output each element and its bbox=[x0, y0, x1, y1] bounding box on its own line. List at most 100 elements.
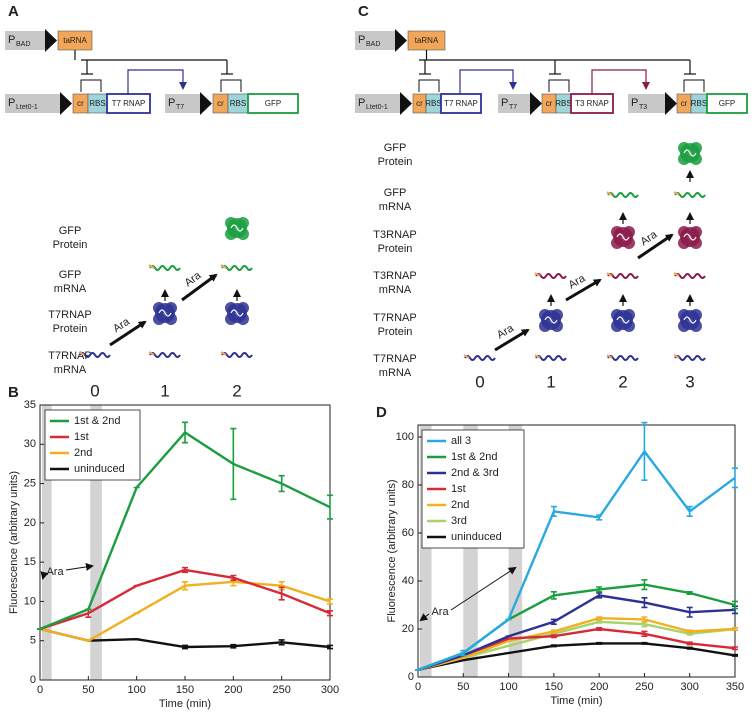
error-bar bbox=[460, 649, 467, 657]
protein-fold bbox=[683, 233, 697, 241]
promoter-box bbox=[5, 94, 60, 113]
row-label: T3RNAP bbox=[373, 270, 416, 282]
y-axis-label: Fluorescence (arbitrary units) bbox=[386, 479, 398, 622]
annotation-arrow bbox=[40, 571, 49, 580]
row-label: T7RNAP bbox=[373, 353, 416, 365]
mrna-icon bbox=[464, 355, 496, 361]
operator-bracket bbox=[220, 79, 242, 92]
operator-bracket bbox=[683, 79, 705, 92]
promoter-box bbox=[165, 94, 200, 113]
error-bar bbox=[732, 600, 738, 610]
error-bar bbox=[550, 505, 557, 517]
mrna-tag bbox=[673, 191, 680, 196]
protein-lobe bbox=[225, 228, 237, 240]
stage-number: 3 bbox=[685, 372, 694, 391]
y-tick-label: 35 bbox=[24, 399, 36, 411]
promoter-subscript: Ltet0-1 bbox=[366, 104, 388, 111]
mrna-icon bbox=[607, 273, 639, 279]
error-bar bbox=[641, 630, 648, 637]
mrna-icon bbox=[79, 352, 111, 358]
activation-arrow bbox=[127, 69, 187, 94]
row-label: Protein bbox=[378, 243, 413, 255]
panel-letter: A bbox=[8, 3, 19, 20]
gene-box bbox=[440, 93, 482, 114]
promoter-arrow bbox=[45, 29, 57, 52]
y-tick-label: 20 bbox=[402, 623, 414, 635]
x-tick-label: 150 bbox=[176, 684, 194, 696]
row-label: T7RNAP bbox=[48, 309, 91, 321]
promoter-box bbox=[355, 31, 395, 50]
error-bar bbox=[596, 586, 603, 593]
error-bar bbox=[686, 641, 693, 646]
protein-lobe bbox=[225, 217, 237, 229]
plot-frame bbox=[417, 424, 736, 678]
error-bar bbox=[641, 597, 648, 609]
error-bar bbox=[596, 619, 603, 624]
y-tick-label: 30 bbox=[24, 438, 36, 450]
legend-label: 2nd bbox=[451, 499, 469, 511]
error-bar bbox=[732, 467, 738, 489]
gene-label: RBS bbox=[425, 99, 441, 108]
protein-fold bbox=[683, 316, 697, 324]
error-bar bbox=[550, 629, 557, 634]
promoter-box bbox=[628, 94, 665, 113]
protein-lobe bbox=[539, 309, 551, 321]
protein-fold bbox=[544, 316, 558, 324]
gene-label: RBS bbox=[691, 99, 707, 108]
error-bar bbox=[230, 427, 237, 501]
annotation-arrow bbox=[450, 566, 517, 611]
mrna-tag bbox=[463, 354, 470, 359]
protein-lobe bbox=[153, 313, 165, 325]
x-tick-label: 250 bbox=[272, 684, 290, 696]
protein-lobe bbox=[225, 313, 237, 325]
promoter-arrow bbox=[665, 92, 677, 115]
annotation: Ara bbox=[431, 606, 449, 618]
legend-label: 1st & 2nd bbox=[74, 415, 120, 427]
x-axis-label: Time (min) bbox=[550, 695, 602, 707]
legend-label: 3rd bbox=[451, 515, 467, 527]
protein-lobe bbox=[678, 320, 690, 332]
mrna-tag bbox=[220, 351, 227, 356]
mrna-icon bbox=[149, 352, 181, 358]
x-tick-label: 350 bbox=[726, 681, 744, 693]
series-line bbox=[417, 594, 736, 671]
promoter-subscript: T7 bbox=[509, 104, 517, 111]
mrna-tag bbox=[534, 354, 541, 359]
row-label: mRNA bbox=[379, 201, 412, 213]
gene-label: taRNA bbox=[63, 36, 87, 45]
stage-number: 0 bbox=[90, 381, 99, 400]
error-bar bbox=[596, 641, 603, 645]
protein-lobe bbox=[690, 309, 702, 321]
protein-lobe bbox=[611, 320, 623, 332]
protein-lobe bbox=[678, 309, 690, 321]
y-tick-label: 40 bbox=[402, 575, 414, 587]
x-tick-label: 0 bbox=[37, 684, 43, 696]
row-label: mRNA bbox=[54, 364, 87, 376]
mrna-icon bbox=[535, 273, 567, 279]
legend-label: uninduced bbox=[74, 463, 125, 475]
protein-lobe bbox=[551, 309, 563, 321]
stage-number: 0 bbox=[475, 372, 484, 391]
row-label: mRNA bbox=[54, 283, 87, 295]
promoter-subscript: BAD bbox=[16, 41, 30, 48]
protein-lobe bbox=[678, 237, 690, 249]
shaded-interval bbox=[90, 405, 102, 680]
row-label: Protein bbox=[378, 156, 413, 168]
protein-icon bbox=[611, 226, 635, 249]
protein-lobe bbox=[165, 302, 177, 314]
error-bar bbox=[182, 580, 188, 591]
protein-fold bbox=[616, 233, 630, 241]
protein-icon bbox=[611, 309, 635, 332]
mrna-tag bbox=[673, 354, 680, 359]
protein-lobe bbox=[611, 226, 623, 238]
x-tick-label: 300 bbox=[321, 684, 339, 696]
error-bar bbox=[550, 644, 557, 648]
protein-fold bbox=[230, 309, 244, 317]
y-tick-label: 0 bbox=[30, 674, 36, 686]
protein-lobe bbox=[153, 302, 165, 314]
gene-label: T7 RNAP bbox=[444, 99, 478, 108]
mrna-icon bbox=[221, 352, 253, 358]
panel-letter: D bbox=[376, 404, 387, 421]
protein-fold bbox=[158, 309, 172, 317]
error-bar bbox=[182, 566, 188, 574]
